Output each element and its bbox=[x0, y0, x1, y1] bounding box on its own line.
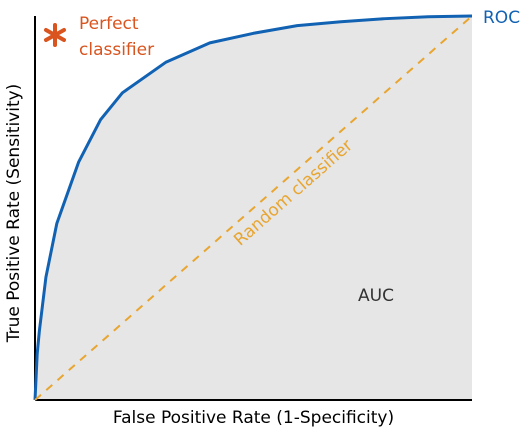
auc-label: AUC bbox=[358, 286, 394, 306]
roc-label: ROC bbox=[483, 8, 520, 28]
x-axis-label: False Positive Rate (1-Specificity) bbox=[113, 408, 394, 428]
perfect-star bbox=[44, 23, 66, 47]
y-axis-label: True Positive Rate (Sensitivity) bbox=[4, 84, 24, 344]
series-line bbox=[34, 15, 473, 401]
perfect-label: Perfect bbox=[79, 14, 139, 34]
series-line bbox=[33, 14, 473, 401]
star-stroke bbox=[44, 28, 66, 42]
perfect-label: classifier bbox=[79, 40, 154, 60]
